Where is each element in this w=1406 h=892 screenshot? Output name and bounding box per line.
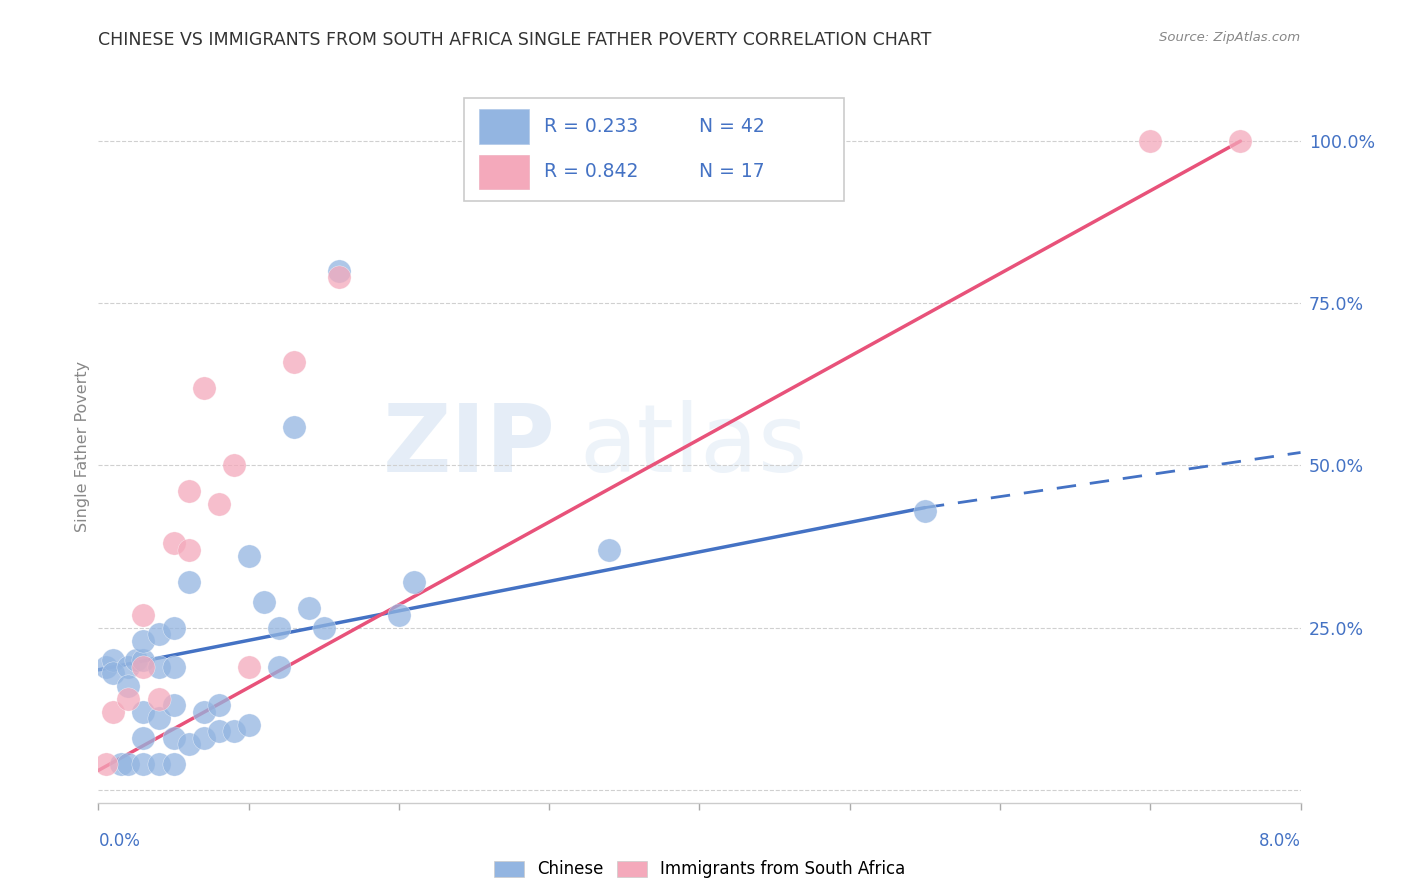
Text: 0.0%: 0.0%	[98, 832, 141, 850]
Point	[132, 731, 155, 745]
Point	[208, 497, 231, 511]
Point	[283, 354, 305, 368]
Point	[177, 484, 200, 499]
Point	[110, 756, 132, 771]
Text: atlas: atlas	[579, 400, 807, 492]
Point	[162, 756, 184, 771]
Point	[103, 666, 125, 681]
Bar	[479, 110, 529, 145]
Point	[148, 659, 170, 673]
Point	[253, 595, 276, 609]
Point	[125, 653, 148, 667]
Point	[267, 659, 290, 673]
Point	[402, 575, 425, 590]
Point	[208, 698, 231, 713]
Point	[162, 698, 184, 713]
Point	[132, 633, 155, 648]
Point	[1139, 134, 1161, 148]
Point	[312, 621, 335, 635]
Text: CHINESE VS IMMIGRANTS FROM SOUTH AFRICA SINGLE FATHER POVERTY CORRELATION CHART: CHINESE VS IMMIGRANTS FROM SOUTH AFRICA …	[98, 31, 932, 49]
Point	[103, 705, 125, 719]
Point	[117, 756, 139, 771]
Point	[103, 653, 125, 667]
Point	[298, 601, 321, 615]
Point	[177, 542, 200, 557]
Point	[132, 607, 155, 622]
Point	[148, 627, 170, 641]
Point	[388, 607, 411, 622]
Text: R = 0.233: R = 0.233	[544, 118, 638, 136]
Text: 8.0%: 8.0%	[1258, 832, 1301, 850]
Point	[94, 659, 117, 673]
Point	[132, 659, 155, 673]
Point	[148, 692, 170, 706]
Point	[148, 756, 170, 771]
Point	[132, 653, 155, 667]
Point	[914, 504, 936, 518]
Text: ZIP: ZIP	[382, 400, 555, 492]
Text: R = 0.842: R = 0.842	[544, 162, 638, 181]
Point	[162, 659, 184, 673]
Point	[238, 549, 260, 564]
Point	[117, 692, 139, 706]
Point	[162, 621, 184, 635]
Point	[177, 738, 200, 752]
Text: N = 42: N = 42	[699, 118, 765, 136]
Point	[283, 419, 305, 434]
Point	[238, 659, 260, 673]
Point	[328, 264, 350, 278]
Point	[117, 659, 139, 673]
FancyBboxPatch shape	[464, 98, 844, 201]
Legend: Chinese, Immigrants from South Africa: Chinese, Immigrants from South Africa	[486, 854, 912, 885]
Point	[132, 756, 155, 771]
Point	[1229, 134, 1251, 148]
Point	[148, 711, 170, 725]
Text: Source: ZipAtlas.com: Source: ZipAtlas.com	[1160, 31, 1301, 45]
Point	[328, 270, 350, 285]
Point	[222, 724, 245, 739]
Point	[193, 705, 215, 719]
Text: N = 17: N = 17	[699, 162, 765, 181]
Point	[132, 705, 155, 719]
Point	[193, 381, 215, 395]
Point	[598, 542, 620, 557]
Point	[177, 575, 200, 590]
Point	[94, 756, 117, 771]
Point	[162, 536, 184, 550]
Point	[267, 621, 290, 635]
Point	[238, 718, 260, 732]
Point	[117, 679, 139, 693]
Point	[222, 458, 245, 473]
Point	[208, 724, 231, 739]
Point	[162, 731, 184, 745]
Y-axis label: Single Father Poverty: Single Father Poverty	[75, 360, 90, 532]
Point	[193, 731, 215, 745]
Bar	[479, 154, 529, 189]
